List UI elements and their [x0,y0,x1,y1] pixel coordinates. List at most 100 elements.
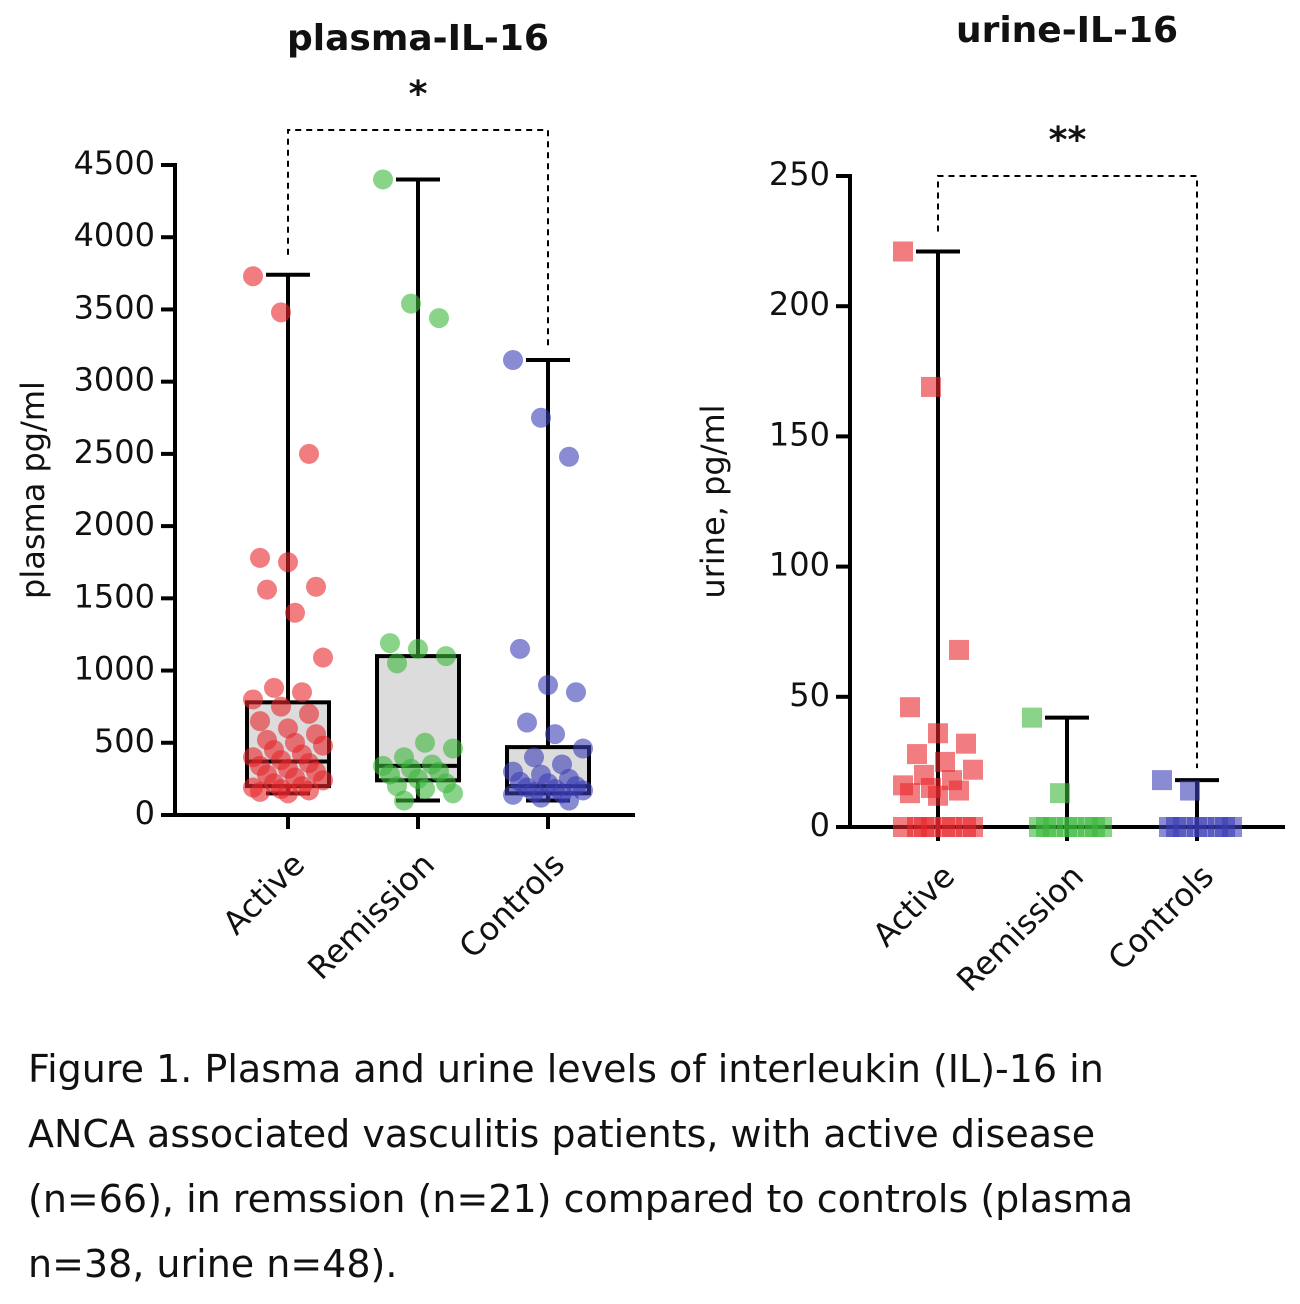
data-point [963,759,983,780]
data-point [278,552,298,573]
data-point [408,638,428,659]
significance-label: * [409,74,428,115]
x-tick-label: Controls [1101,857,1221,977]
significance-bracket [287,129,549,348]
data-point [380,633,400,654]
data-point [566,682,586,703]
y-tick-label: 2500 [74,433,155,471]
data-point [510,638,530,659]
y-tick-label: 2000 [74,505,155,543]
data-point [1022,707,1042,728]
data-point [503,784,523,805]
data-point [299,703,319,724]
data-point [531,787,551,808]
data-point [306,576,326,597]
data-point [429,308,449,329]
data-point [559,446,579,467]
data-point [243,689,263,710]
data-point [900,697,920,718]
data-point [503,350,523,370]
x-tick-label: Remission [949,857,1091,999]
data-point [1092,817,1112,837]
y-tick-label: 1000 [74,650,155,688]
caption-line: (n=66), in remssion (n=21) compared to c… [28,1177,1133,1221]
y-tick-label: 1500 [74,577,155,615]
data-point [531,407,551,428]
data-point [257,579,277,600]
y-tick-label: 100 [769,546,830,584]
data-point [1180,780,1200,801]
data-point [907,744,927,765]
data-point [921,817,941,837]
data-point [271,302,291,323]
data-point [313,647,333,668]
data-point [271,696,291,717]
data-point [394,790,414,811]
data-point [524,747,544,768]
data-point [285,602,305,623]
caption-line: ANCA associated vasculitis patients, wit… [28,1112,1095,1156]
y-tick-label: 250 [769,155,830,193]
data-point [299,443,319,464]
y-tick-label: 200 [769,285,830,323]
data-point [299,780,319,801]
y-axis-label: urine, pg/ml [694,404,732,598]
y-tick-label: 50 [789,676,830,714]
data-point [250,781,270,802]
data-point [443,738,463,759]
data-point [292,682,312,703]
data-point [1194,817,1214,837]
data-point [1043,817,1063,837]
y-tick-label: 0 [810,806,830,844]
data-point [250,547,270,568]
data-point [278,783,298,804]
y-tick-label: 4500 [74,144,155,182]
x-tick-label: Controls [452,845,572,965]
data-point [243,266,263,287]
data-point [517,712,537,733]
x-tick-label: Remission [300,845,442,987]
data-point [250,711,270,732]
data-point [1173,817,1193,837]
data-point [415,732,435,753]
data-point [545,724,565,745]
data-point [1152,770,1172,791]
y-axis-label: plasma pg/ml [14,381,52,599]
data-point [963,817,983,837]
chart-title: urine-IL-16 [956,10,1178,51]
significance-label: ** [1049,120,1087,161]
data-point [573,738,593,759]
y-tick-label: 0 [135,794,155,832]
data-point [956,733,976,754]
data-point [401,293,421,314]
y-tick-label: 3500 [74,288,155,326]
data-point [559,790,579,811]
data-point [928,723,948,744]
y-tick-label: 500 [94,722,155,760]
data-point [373,169,393,190]
data-point [313,770,333,791]
data-point [942,817,962,837]
data-point [1222,817,1242,837]
data-point [935,751,955,772]
y-tick-label: 150 [769,415,830,453]
data-point [893,241,913,262]
x-tick-label: Active [865,857,962,954]
data-point [387,653,407,674]
data-point [949,780,969,801]
y-tick-label: 3000 [74,361,155,399]
x-tick-label: Active [215,845,312,942]
data-point [1050,783,1070,804]
data-point [921,376,941,397]
chart-title: plasma-IL-16 [287,18,549,59]
y-tick-label: 4000 [74,216,155,254]
data-point [415,779,435,799]
data-point [264,677,284,698]
data-point [928,785,948,806]
data-point [1064,817,1084,837]
caption-line: n=38, urine n=48). [28,1242,397,1286]
data-point [573,780,593,801]
significance-bracket [937,175,1198,769]
